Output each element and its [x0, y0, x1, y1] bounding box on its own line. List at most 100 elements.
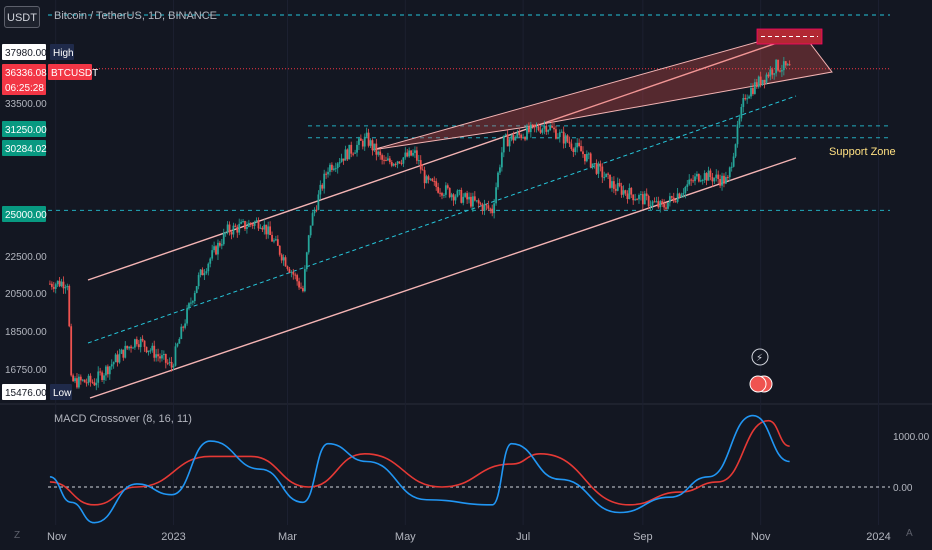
candle-body-121: [282, 257, 285, 261]
candle-body-28: [103, 375, 105, 380]
candle-body-119: [278, 245, 281, 255]
candle-body-240: [512, 134, 515, 141]
candle-body-80: [203, 273, 206, 276]
corner-letter-left: Z: [14, 530, 21, 541]
x-tick-label-1: 2023: [161, 531, 185, 543]
candle-body-179: [394, 163, 397, 165]
candle-body-332: [690, 179, 693, 181]
candle-body-139: [317, 194, 320, 210]
candle-body-102: [246, 227, 248, 229]
candle-body-13: [74, 378, 76, 382]
candle-body-56: [157, 354, 159, 357]
candle-body-191: [417, 160, 420, 162]
candle-body-331: [688, 179, 691, 185]
candle-body-208: [450, 194, 453, 198]
candle-body-53: [151, 345, 154, 351]
candle-body-289: [607, 173, 609, 175]
candle-body-87: [217, 242, 219, 255]
candle-body-17: [81, 379, 84, 381]
candle-body-109: [259, 227, 262, 229]
candle-body-76: [195, 286, 198, 293]
candle-body-371: [765, 74, 768, 83]
candle-body-252: [535, 126, 538, 128]
candle-body-304: [636, 199, 638, 201]
candle-body-287: [603, 177, 606, 179]
candle-body-334: [694, 176, 696, 182]
candle-body-2: [52, 286, 55, 289]
support-zone-label: Support Zone: [829, 146, 896, 158]
candle-body-220: [473, 196, 476, 201]
candle-body-356: [736, 124, 739, 145]
candle-body-248: [528, 126, 530, 133]
flash-event-glyph: ⚡: [756, 353, 763, 364]
candle-body-106: [253, 221, 256, 226]
candle-body-97: [236, 226, 239, 233]
candle-body-268: [566, 135, 569, 142]
candle-body-242: [516, 132, 519, 138]
candle-body-68: [180, 326, 183, 339]
candle-body-131: [302, 288, 304, 292]
candle-body-201: [437, 186, 440, 193]
candle-body-44: [134, 339, 136, 348]
candle-body-43: [132, 347, 134, 349]
candle-body-104: [249, 222, 252, 225]
candle-body-211: [456, 190, 459, 197]
candle-body-34: [114, 354, 117, 363]
candle-body-45: [135, 339, 138, 345]
candle-body-243: [518, 132, 521, 135]
candle-body-310: [647, 196, 650, 207]
candle-body-263: [556, 137, 559, 139]
candle-body-153: [344, 149, 347, 161]
candle-body-277: [584, 154, 586, 162]
candle-body-293: [614, 188, 617, 191]
x-tick-label-5: Sep: [633, 531, 653, 543]
candle-body-73: [190, 302, 192, 304]
candle-body-70: [184, 323, 187, 328]
candle-body-37: [120, 349, 123, 354]
candle-body-114: [269, 226, 272, 236]
candle-body-228: [489, 208, 492, 210]
candle-body-295: [618, 182, 621, 187]
candle-body-25: [97, 371, 100, 383]
x-tick-label-2: Mar: [278, 531, 297, 543]
candle-body-177: [390, 162, 393, 166]
candle-body-275: [580, 146, 582, 152]
candle-body-48: [141, 338, 144, 341]
candle-body-1: [50, 283, 53, 287]
candle-body-67: [178, 338, 181, 344]
candle-body-323: [672, 197, 675, 202]
candle-body-142: [323, 173, 326, 189]
candle-body-138: [315, 209, 318, 211]
candle-body-260: [551, 126, 553, 128]
candle-body-342: [709, 170, 712, 178]
candle-body-261: [553, 127, 555, 130]
candle-body-125: [290, 271, 293, 273]
price-label-3: 36336.08: [5, 68, 47, 79]
candle-body-111: [263, 224, 266, 230]
candle-body-316: [659, 201, 662, 208]
candle-body-264: [558, 132, 561, 138]
candle-body-370: [763, 79, 766, 83]
candle-body-180: [396, 161, 399, 165]
price-label-13: 16750.00: [5, 365, 47, 376]
candle-body-75: [193, 292, 196, 302]
candle-body-223: [479, 203, 482, 205]
candle-body-204: [443, 194, 445, 196]
candle-body-218: [470, 196, 472, 207]
candle-body-346: [717, 174, 720, 179]
candle-body-267: [564, 135, 567, 144]
candle-body-324: [674, 201, 677, 203]
candle-body-285: [599, 163, 602, 167]
candle-body-365: [753, 82, 756, 94]
price-label-9: 25000.00: [5, 210, 47, 221]
candle-body-181: [398, 161, 401, 164]
candle-body-280: [589, 153, 592, 168]
candle-body-382: [786, 64, 789, 66]
currency-badge[interactable]: USDT: [4, 6, 40, 28]
flag-event-icon: [749, 375, 767, 393]
candle-body-309: [645, 193, 648, 197]
candle-body-62: [168, 361, 171, 363]
candle-body-176: [388, 158, 391, 163]
